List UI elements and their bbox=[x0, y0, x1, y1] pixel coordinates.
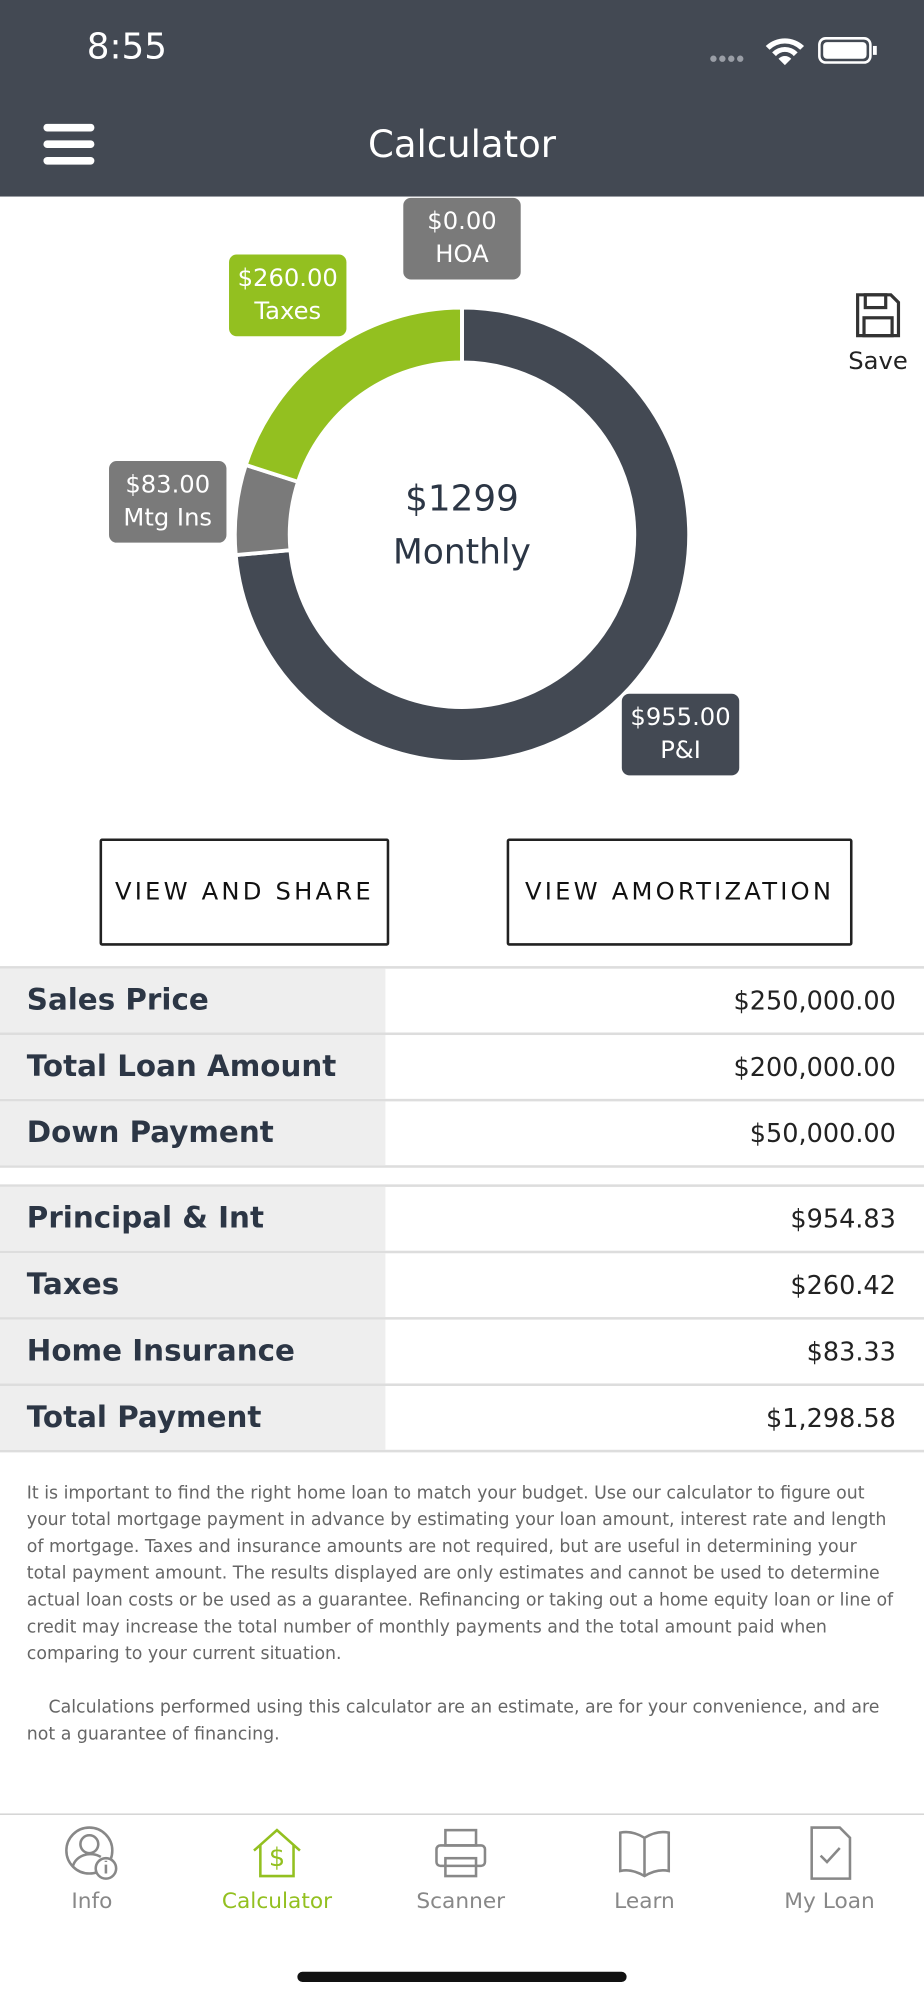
row-label: Principal & Int bbox=[0, 1186, 386, 1251]
label-category: Taxes bbox=[253, 296, 321, 325]
top-bar bbox=[0, 0, 924, 197]
table-row: Taxes $260.42 bbox=[0, 1253, 924, 1320]
segment-label: $955.00 P&I bbox=[621, 693, 740, 776]
tab-label: My Loan bbox=[784, 1888, 875, 1915]
svg-text:$: $ bbox=[269, 1843, 285, 1873]
row-label: Taxes bbox=[0, 1253, 386, 1318]
menu-button[interactable] bbox=[43, 123, 95, 167]
label-value: $955.00 bbox=[630, 702, 730, 731]
save-icon bbox=[856, 293, 901, 338]
tab-label: Info bbox=[71, 1888, 113, 1915]
label-value: $260.00 bbox=[238, 263, 338, 292]
table-row: Total Loan Amount $200,000.00 bbox=[0, 1035, 924, 1102]
tab-label: Scanner bbox=[416, 1888, 506, 1915]
label-category: HOA bbox=[435, 239, 489, 268]
status-time: 8:55 bbox=[86, 25, 168, 68]
tab-label: Learn bbox=[614, 1888, 675, 1915]
label-box bbox=[621, 693, 740, 776]
tab[interactable]: $ Calculator bbox=[185, 1825, 369, 1914]
center-value: $1299 bbox=[405, 478, 519, 519]
table-row: Home Insurance $83.33 bbox=[0, 1319, 924, 1386]
tab[interactable]: Learn bbox=[553, 1825, 737, 1914]
table-row: Down Payment $50,000.00 bbox=[0, 1101, 924, 1168]
divider bbox=[0, 1184, 924, 1187]
status-icons bbox=[710, 37, 877, 66]
disclaimer: It is important to find the right home l… bbox=[26, 1482, 894, 1665]
center-label: Monthly bbox=[393, 532, 531, 572]
save-button[interactable]: Save bbox=[842, 291, 913, 375]
tab-icon bbox=[435, 1828, 487, 1878]
label-box bbox=[109, 461, 227, 543]
donut-chart: $1299 Monthly $955.00 P&I $83.00 Mtg Ins $26… bbox=[109, 197, 740, 776]
button[interactable]: VIEW AND SHARE bbox=[99, 838, 390, 946]
row-label: Total Loan Amount bbox=[0, 1035, 386, 1099]
label-value: $83.00 bbox=[125, 469, 210, 498]
row-label: Total Payment bbox=[0, 1385, 386, 1450]
tab-icon: $ bbox=[253, 1828, 301, 1878]
label-category: P&I bbox=[660, 735, 701, 764]
save-label: Save bbox=[848, 347, 908, 376]
row-value: $50,000.00 bbox=[749, 1117, 896, 1149]
segment-label: $0.00 HOA bbox=[403, 197, 521, 280]
label-value: $0.00 bbox=[427, 206, 496, 235]
row-label: Home Insurance bbox=[0, 1319, 386, 1384]
table-row: Sales Price $250,000.00 bbox=[0, 968, 924, 1036]
row-value: $83.33 bbox=[806, 1336, 896, 1367]
row-value: $200,000.00 bbox=[733, 1051, 896, 1083]
row-label: Sales Price bbox=[0, 968, 386, 1033]
label-box bbox=[403, 197, 521, 280]
home-indicator bbox=[297, 1971, 627, 1983]
tab-icon bbox=[618, 1830, 671, 1878]
segment-label: $83.00 Mtg Ins bbox=[109, 461, 227, 543]
row-value: $1,298.58 bbox=[766, 1402, 896, 1434]
divider bbox=[0, 966, 924, 969]
tab-icon bbox=[810, 1826, 852, 1880]
tab-label: Calculator bbox=[221, 1888, 333, 1915]
tab[interactable]: Scanner bbox=[369, 1825, 553, 1914]
table-row: Total Payment $1,298.58 bbox=[0, 1385, 924, 1453]
tab-divider bbox=[0, 1813, 924, 1815]
disclaimer: Calculations performed using this calcul… bbox=[26, 1697, 880, 1745]
segment-label: $260.00 Taxes bbox=[229, 254, 347, 337]
tab[interactable]: Info bbox=[0, 1825, 184, 1914]
row-value: $250,000.00 bbox=[733, 985, 896, 1016]
header-title: Calculator bbox=[368, 122, 556, 166]
row-label: Down Payment bbox=[0, 1101, 386, 1166]
row-value: $260.42 bbox=[790, 1269, 896, 1301]
row-value: $954.83 bbox=[790, 1203, 896, 1235]
tab[interactable]: My Loan bbox=[738, 1825, 922, 1914]
donut-segment bbox=[233, 305, 692, 764]
tab-icon bbox=[65, 1826, 118, 1880]
label-category: Mtg Ins bbox=[123, 502, 212, 531]
label-box bbox=[229, 254, 347, 337]
table-row: Principal & Int $954.83 bbox=[0, 1186, 924, 1254]
button[interactable]: VIEW AMORTIZATION bbox=[506, 838, 853, 946]
